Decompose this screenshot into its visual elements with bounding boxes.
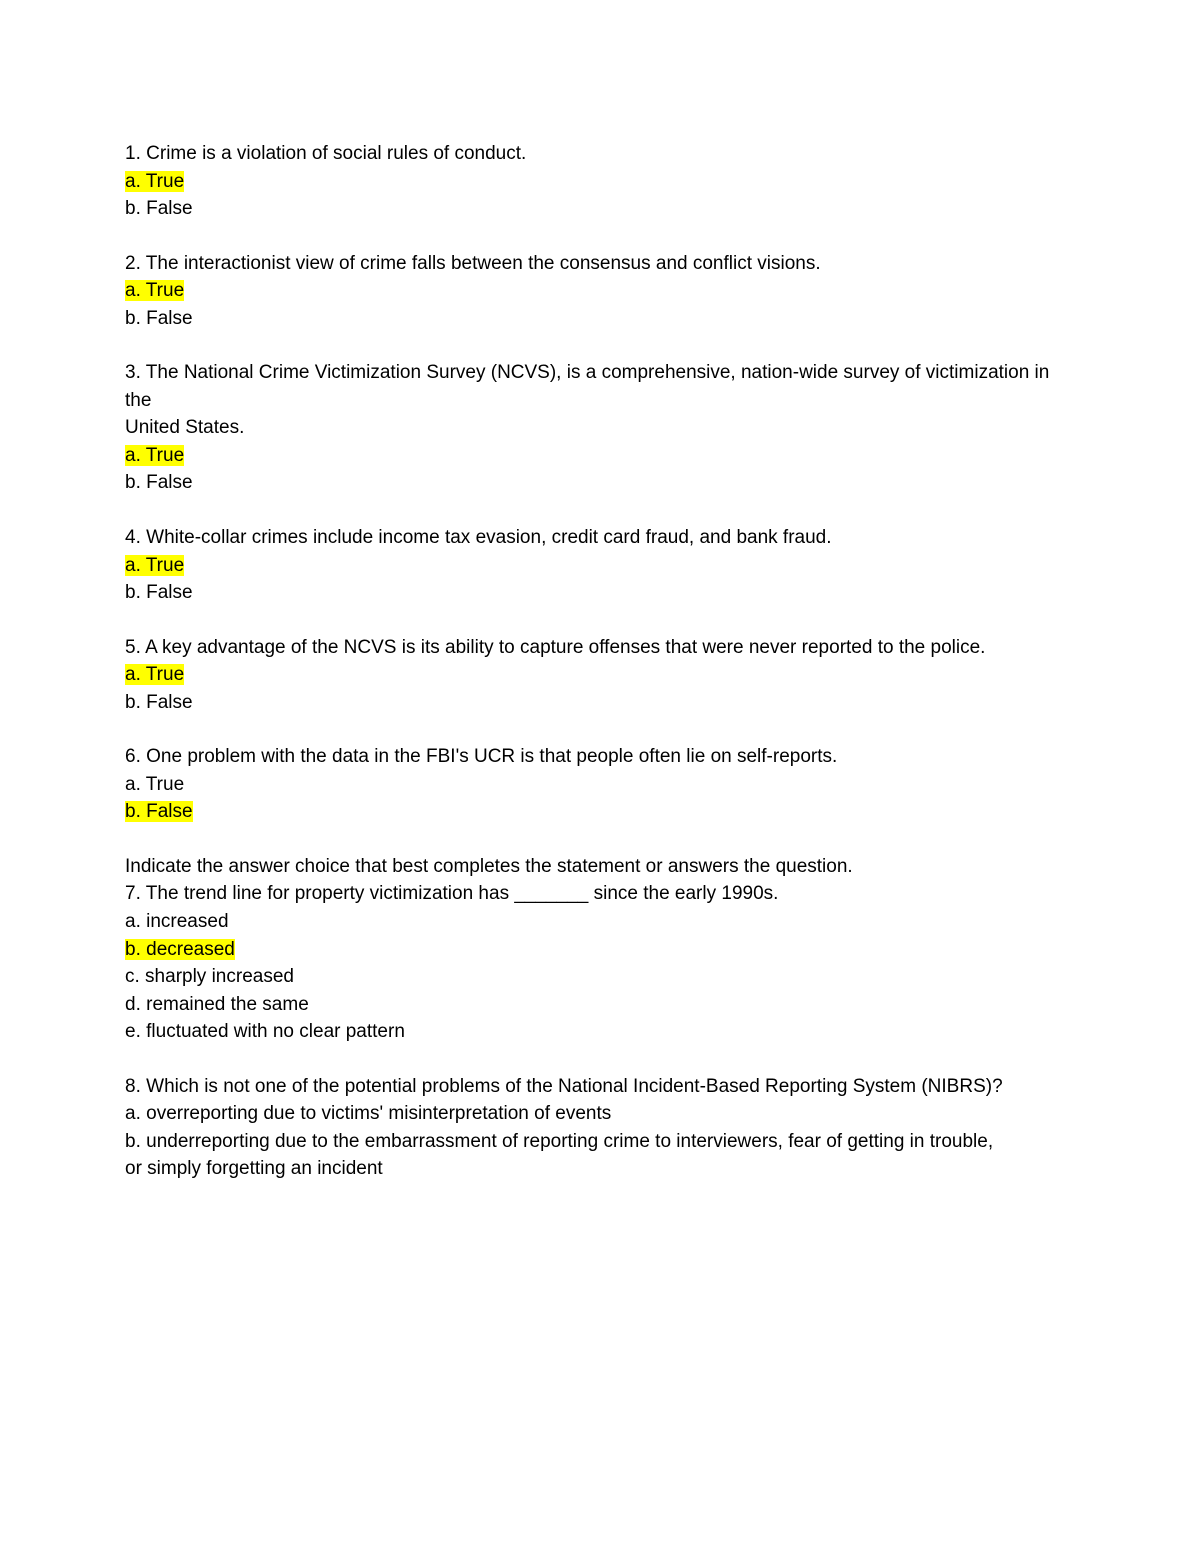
highlighted-answer: a. True: [125, 280, 184, 301]
question-number: 6.: [125, 746, 141, 767]
answer-option-continuation: or simply forgetting an incident: [125, 1155, 1075, 1183]
question-body: One problem with the data in the FBI's U…: [146, 746, 837, 767]
highlighted-answer: a. True: [125, 171, 184, 192]
document-page: 1. Crime is a violation of social rules …: [0, 0, 1200, 1553]
highlighted-answer: b. decreased: [125, 939, 235, 960]
question-number: 2.: [125, 253, 141, 274]
question-6: 6. One problem with the data in the FBI'…: [125, 743, 1075, 826]
answer-option: b. False: [125, 798, 1075, 826]
answer-option: a. True: [125, 661, 1075, 689]
question-3: 3. The National Crime Victimization Surv…: [125, 359, 1075, 497]
answer-option: a. True: [125, 168, 1075, 196]
answer-option: a. True: [125, 277, 1075, 305]
question-text: 5. A key advantage of the NCVS is its ab…: [125, 634, 1075, 662]
highlighted-answer: a. True: [125, 445, 184, 466]
question-text: 2. The interactionist view of crime fall…: [125, 250, 1075, 278]
highlighted-answer: a. True: [125, 664, 184, 685]
question-number: 4.: [125, 527, 141, 548]
question-number: 7.: [125, 883, 141, 904]
answer-option: b. False: [125, 689, 1075, 717]
section-instruction: Indicate the answer choice that best com…: [125, 853, 1075, 881]
answer-option: b. False: [125, 579, 1075, 607]
question-body: The trend line for property victimizatio…: [146, 883, 779, 904]
question-1: 1. Crime is a violation of social rules …: [125, 140, 1075, 223]
answer-option: a. True: [125, 552, 1075, 580]
answer-option: a. True: [125, 771, 1075, 799]
question-number: 5.: [125, 637, 141, 658]
question-body: A key advantage of the NCVS is its abili…: [145, 637, 985, 658]
question-body: White-collar crimes include income tax e…: [146, 527, 831, 548]
answer-option: e. fluctuated with no clear pattern: [125, 1018, 1075, 1046]
highlighted-answer: a. True: [125, 555, 184, 576]
question-5: 5. A key advantage of the NCVS is its ab…: [125, 634, 1075, 717]
answer-option: a. increased: [125, 908, 1075, 936]
question-body: The interactionist view of crime falls b…: [146, 253, 821, 274]
answer-option: b. decreased: [125, 936, 1075, 964]
answer-option: b. False: [125, 305, 1075, 333]
question-8: 8. Which is not one of the potential pro…: [125, 1073, 1075, 1183]
highlighted-answer: b. False: [125, 801, 193, 822]
answer-option: d. remained the same: [125, 991, 1075, 1019]
question-number: 1.: [125, 143, 141, 164]
question-7: Indicate the answer choice that best com…: [125, 853, 1075, 1046]
answer-option: c. sharply increased: [125, 963, 1075, 991]
question-body: Crime is a violation of social rules of …: [146, 143, 526, 164]
question-body: Which is not one of the potential proble…: [146, 1076, 1003, 1097]
question-number: 3.: [125, 362, 141, 383]
answer-option: b. underreporting due to the embarrassme…: [125, 1128, 1075, 1156]
question-text: 8. Which is not one of the potential pro…: [125, 1073, 1075, 1101]
question-number: 8.: [125, 1076, 141, 1097]
answer-option: b. False: [125, 195, 1075, 223]
answer-option: a. overreporting due to victims' misinte…: [125, 1100, 1075, 1128]
question-2: 2. The interactionist view of crime fall…: [125, 250, 1075, 333]
question-body-line1: The National Crime Victimization Survey …: [125, 362, 1049, 411]
question-body-line2: United States.: [125, 414, 1075, 442]
question-text: 4. White-collar crimes include income ta…: [125, 524, 1075, 552]
question-text: 1. Crime is a violation of social rules …: [125, 140, 1075, 168]
question-4: 4. White-collar crimes include income ta…: [125, 524, 1075, 607]
question-text: 3. The National Crime Victimization Surv…: [125, 359, 1075, 414]
answer-option: a. True: [125, 442, 1075, 470]
answer-option: b. False: [125, 469, 1075, 497]
question-text: 6. One problem with the data in the FBI'…: [125, 743, 1075, 771]
question-text: 7. The trend line for property victimiza…: [125, 880, 1075, 908]
